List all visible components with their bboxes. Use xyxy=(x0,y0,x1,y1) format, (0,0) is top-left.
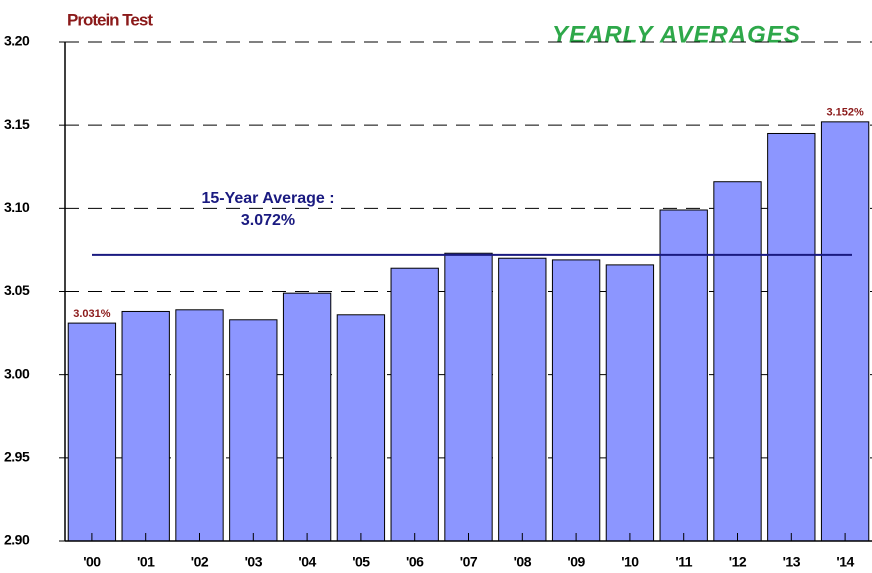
bar xyxy=(551,259,601,542)
x-tick-label: '04 xyxy=(298,554,316,570)
value-label: 3.031% xyxy=(73,308,111,320)
average-value: 3.072% xyxy=(241,212,295,229)
bar xyxy=(336,314,386,542)
bar xyxy=(767,132,816,542)
y-tick-label: 3.05 xyxy=(4,282,30,298)
bar xyxy=(713,181,762,542)
bar xyxy=(498,257,547,542)
x-tick-label: '05 xyxy=(352,554,370,570)
bar xyxy=(175,309,224,542)
x-tick-label: '14 xyxy=(836,554,854,570)
x-tick-label: '09 xyxy=(567,554,585,570)
bar xyxy=(121,310,170,542)
x-tick-label: '02 xyxy=(191,554,209,570)
x-tick-label: '08 xyxy=(514,554,532,570)
x-tick-label: '06 xyxy=(406,554,424,570)
x-tick-label: '11 xyxy=(675,554,692,570)
x-tick-label: '00 xyxy=(83,554,101,570)
y-tick-label: 3.00 xyxy=(4,365,30,381)
bar xyxy=(229,319,278,542)
bar xyxy=(659,209,708,542)
bar xyxy=(282,292,332,542)
y-tick-label: 3.20 xyxy=(4,33,30,49)
x-tick-label: '07 xyxy=(460,554,478,570)
bar xyxy=(390,267,439,542)
value-label: 3.152% xyxy=(826,107,864,119)
x-tick-label: '10 xyxy=(621,554,639,570)
y-tick-label: 3.15 xyxy=(4,116,30,132)
y-tick-label: 2.95 xyxy=(4,449,30,465)
chart-subtitle: YEARLY AVERAGES xyxy=(552,21,801,48)
bar xyxy=(605,264,655,542)
chart-title: Protein Test xyxy=(67,10,153,29)
y-tick-label: 3.10 xyxy=(4,199,30,215)
bar xyxy=(444,252,493,542)
x-tick-label: '01 xyxy=(137,554,155,570)
bar xyxy=(820,121,870,542)
x-tick-label: '12 xyxy=(729,554,747,570)
bar xyxy=(67,322,117,542)
average-label: 15-Year Average : xyxy=(201,190,334,207)
x-tick-label: '13 xyxy=(783,554,801,570)
x-tick-label: '03 xyxy=(245,554,263,570)
y-tick-label: 2.90 xyxy=(4,532,30,548)
